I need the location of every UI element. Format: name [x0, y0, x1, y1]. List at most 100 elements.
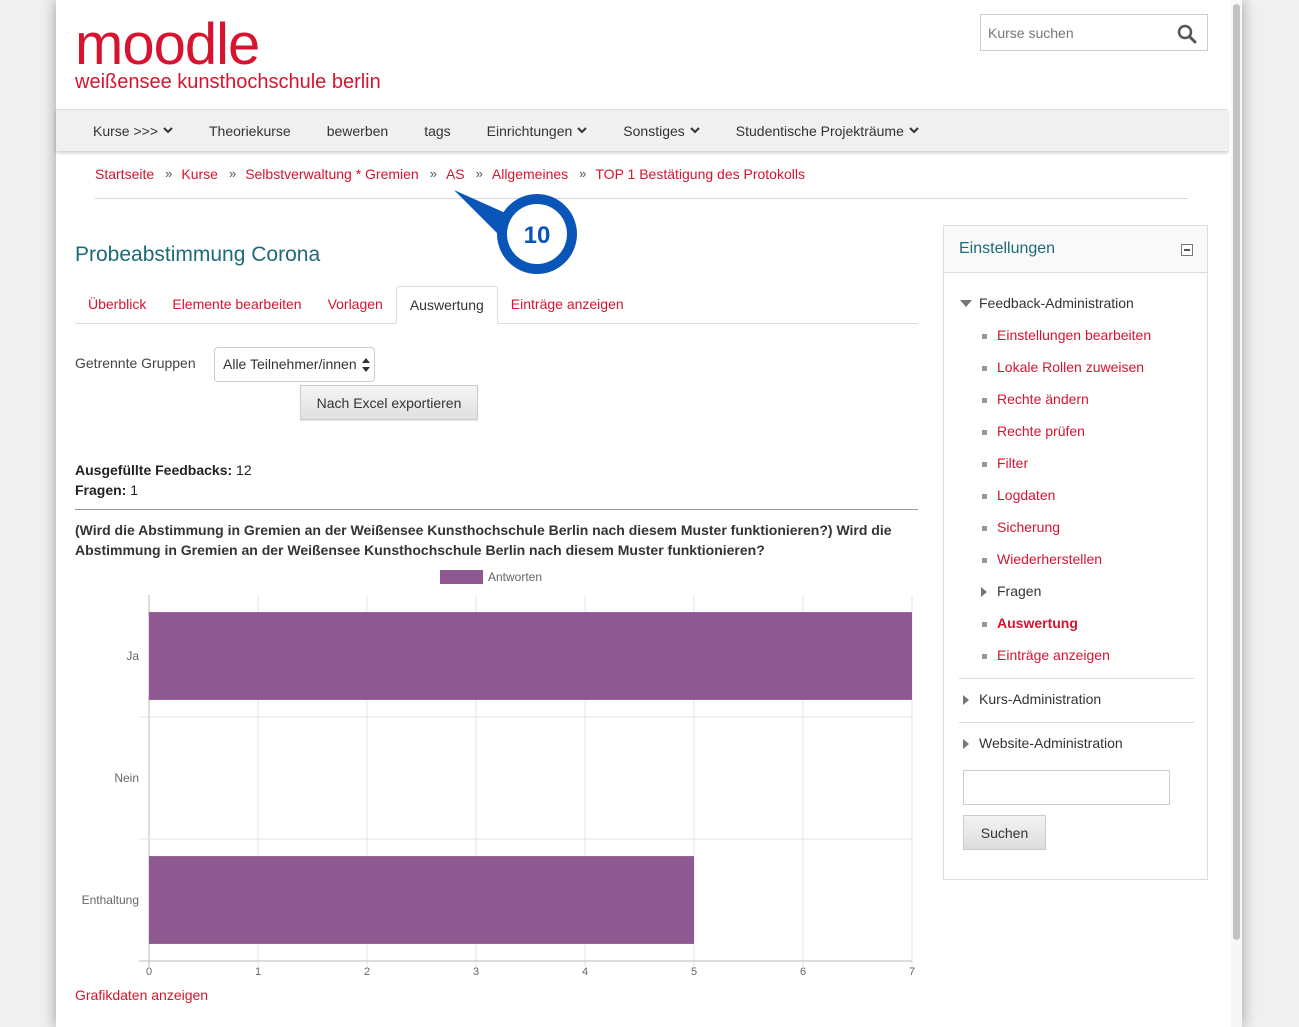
breadcrumb-link-as[interactable]: AS [445, 166, 465, 182]
x-tick-label: 4 [582, 966, 588, 978]
nav-item-label: Sonstiges [623, 122, 685, 139]
settings-block: Einstellungen Feedback-Administration Ein… [943, 225, 1208, 880]
tree-feedback-administration[interactable]: Feedback-Administration [979, 295, 1134, 311]
nav-item-label: Einrichtungen [486, 122, 573, 139]
group-select[interactable]: Alle Teilnehmer/innen [214, 347, 375, 382]
questions-value: 1 [130, 482, 139, 498]
tree-item-auswertung[interactable]: Auswertung [997, 615, 1078, 631]
tab-elemente-bearbeiten[interactable]: Elemente bearbeiten [172, 296, 302, 312]
x-tick-label: 7 [909, 966, 915, 978]
tree-item-logdaten[interactable]: Logdaten [997, 487, 1056, 503]
course-search-box [980, 14, 1208, 51]
bullet-icon [982, 334, 987, 339]
bar-enthaltung [149, 856, 694, 944]
collapsed-triangle-icon[interactable] [963, 695, 969, 705]
legend-label: Antworten [488, 570, 542, 584]
divider [75, 509, 918, 510]
tree-separator [959, 722, 1194, 723]
bullet-icon [982, 494, 987, 499]
collapse-icon[interactable] [1181, 244, 1193, 256]
breadcrumb-link-selbstverwaltung-gremien[interactable]: Selbstverwaltung * Gremien [245, 166, 419, 182]
nav-item-tags[interactable]: tags [424, 123, 450, 139]
page-title: Probeabstimmung Corona [75, 243, 321, 266]
tab-eintrage-anzeigen[interactable]: Einträge anzeigen [510, 296, 624, 312]
feedback-stats: Ausgefüllte Feedbacks: 12 Fragen: 1 [75, 460, 252, 500]
tree-item-rechte-prufen[interactable]: Rechte prüfen [997, 423, 1085, 439]
breadcrumb-separator-icon: » [475, 166, 483, 181]
scrollbar-thumb[interactable] [1233, 4, 1240, 940]
category-label-ja: Ja [126, 649, 139, 663]
admin-search-input[interactable] [963, 770, 1170, 805]
nav-item-studentische-projektraume[interactable]: Studentische Projekträume [736, 123, 919, 139]
tab-auswertung[interactable]: Auswertung [395, 286, 498, 324]
breadcrumb-link-allgemeines[interactable]: Allgemeines [491, 166, 569, 182]
nav-item-label: bewerben [326, 122, 389, 139]
questions-label: Fragen: [75, 482, 127, 498]
breadcrumb: Startseite » Kurse » Selbstverwaltung * Grem… [95, 166, 1188, 199]
chevron-down-icon [163, 127, 173, 134]
export-excel-button[interactable]: Nach Excel exportieren [300, 385, 478, 420]
breadcrumb-separator-icon: » [429, 166, 437, 181]
callout-marker: 10 [454, 190, 577, 274]
chevron-down-icon [690, 127, 700, 134]
x-tick-label: 2 [364, 966, 370, 978]
category-label-nein: Nein [114, 771, 139, 785]
nav-item-label: Theoriekurse [209, 122, 291, 139]
admin-search-button[interactable]: Suchen [963, 815, 1046, 850]
legend-swatch [440, 570, 483, 584]
select-arrows-icon [362, 358, 370, 372]
collapsed-triangle-icon[interactable] [963, 739, 969, 749]
feedbacks-label: Ausgefüllte Feedbacks: [75, 462, 233, 478]
tree-item-filter[interactable]: Filter [997, 455, 1029, 471]
feedbacks-value: 12 [236, 462, 252, 478]
tab-vorlagen[interactable]: Vorlagen [327, 296, 383, 312]
logo-word: moodle [75, 12, 260, 77]
breadcrumb-link-top-1-bestatigung-des-protokolls[interactable]: TOP 1 Bestätigung des Protokolls [595, 166, 805, 182]
bar-ja [149, 612, 912, 700]
x-tick-label: 1 [255, 966, 261, 978]
tree-item-wiederherstellen[interactable]: Wiederherstellen [997, 551, 1103, 567]
answers-chart: Antworten 0 1 2 3 4 5 6 7 Ja Nein Enthaltung [82, 570, 915, 978]
nav-item-bewerben[interactable]: bewerben [327, 123, 389, 139]
tree-item-eintrage-anzeigen[interactable]: Einträge anzeigen [997, 647, 1110, 663]
breadcrumb-link-startseite[interactable]: Startseite [95, 166, 155, 182]
main-navbar: Kurse >>> Theoriekurse bewerben tags Einrich… [56, 109, 1228, 151]
nav-item-label: Kurse >>> [93, 122, 158, 139]
nav-item-einrichtungen[interactable]: Einrichtungen [487, 123, 588, 139]
tree-item-sicherung[interactable]: Sicherung [997, 519, 1061, 535]
nav-item-label: tags [424, 122, 451, 139]
bullet-icon [982, 654, 987, 659]
tree-kurs-administration[interactable]: Kurs-Administration [979, 691, 1102, 707]
collapsed-triangle-icon[interactable] [981, 587, 987, 597]
tab-uberblick[interactable]: Überblick [88, 296, 147, 312]
tree-item-rechte-andern[interactable]: Rechte ändern [997, 391, 1089, 407]
tree-separator [959, 678, 1194, 679]
bullet-icon [982, 398, 987, 403]
x-tick-label: 0 [146, 966, 152, 978]
tree-item-fragen[interactable]: Fragen [997, 583, 1042, 599]
nav-item-sonstiges[interactable]: Sonstiges [623, 122, 700, 139]
search-icon[interactable] [1177, 24, 1197, 44]
site-logo[interactable]: moodle weißensee kunsthochschule berlin [75, 14, 381, 94]
x-tick-label: 5 [691, 966, 697, 978]
group-select-value: Alle Teilnehmer/innen [223, 356, 357, 372]
bullet-icon [982, 558, 987, 563]
bullet-icon [982, 430, 987, 435]
breadcrumb-link-kurse[interactable]: Kurse [181, 166, 218, 182]
bullet-icon [982, 622, 987, 627]
nav-item-kurse[interactable]: Kurse >>> [93, 123, 173, 139]
course-search-input[interactable] [981, 15, 1171, 50]
bullet-icon [982, 366, 987, 371]
bullet-icon [982, 462, 987, 467]
settings-block-header: Einstellungen [944, 226, 1207, 273]
expanded-triangle-icon[interactable] [960, 300, 972, 307]
tree-item-einstellungen-bearbeiten[interactable]: Einstellungen bearbeiten [997, 327, 1152, 343]
breadcrumb-separator-icon: » [579, 166, 586, 181]
tree-website-administration[interactable]: Website-Administration [979, 735, 1123, 751]
breadcrumb-separator-icon: » [228, 166, 236, 181]
show-chart-data-link[interactable]: Grafikdaten anzeigen [75, 987, 209, 1003]
chevron-down-icon [909, 127, 919, 134]
tree-item-lokale-rollen-zuweisen[interactable]: Lokale Rollen zuweisen [997, 359, 1145, 375]
nav-item-theoriekurse[interactable]: Theoriekurse [209, 123, 291, 139]
settings-block-title: Einstellungen [959, 240, 1056, 257]
